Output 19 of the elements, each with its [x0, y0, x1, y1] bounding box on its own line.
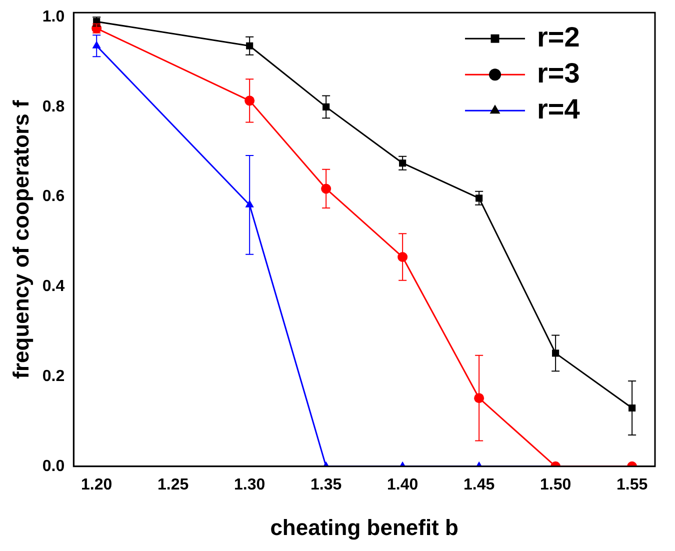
- x-tick-label: 1.50: [540, 476, 572, 494]
- x-tick-label: 1.45: [463, 476, 495, 494]
- y-tick-label: 0.2: [42, 368, 65, 385]
- legend-label: r=4: [537, 93, 580, 124]
- y-tick-label: 0.8: [42, 98, 65, 116]
- x-tick-label: 1.30: [234, 476, 266, 494]
- y-tick-label: 0.6: [42, 188, 65, 206]
- legend-label: r=3: [537, 57, 580, 88]
- x-tick-label: 1.40: [387, 476, 418, 494]
- legend-label: r=2: [537, 21, 580, 52]
- x-tick-label: 1.35: [310, 476, 342, 494]
- x-tick-label: 1.25: [158, 476, 189, 494]
- x-axis-title: cheating benefit b: [270, 514, 458, 540]
- y-tick-label: 0.0: [42, 458, 65, 475]
- x-tick-label: 1.55: [616, 476, 648, 494]
- x-tick-label: 1.20: [81, 476, 112, 494]
- y-axis-title: frequency of cooperators f: [8, 99, 34, 379]
- y-tick-label: 0.4: [42, 278, 65, 296]
- y-tick-label: 1.0: [42, 8, 65, 26]
